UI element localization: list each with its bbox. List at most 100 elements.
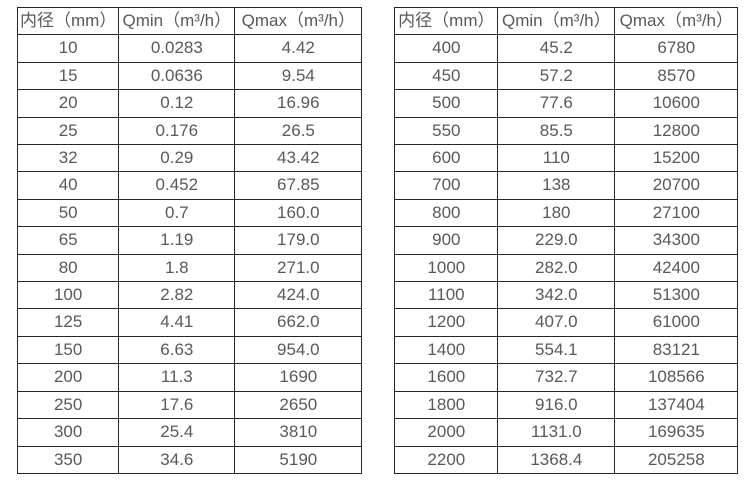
- table-cell: 1.19: [118, 226, 236, 255]
- table-cell: 20700: [614, 171, 739, 200]
- table-cell: 2650: [234, 390, 363, 420]
- table-cell: 2200: [394, 445, 499, 474]
- table-cell: 34.6: [118, 445, 236, 474]
- table-cell: 4.42: [234, 34, 363, 63]
- table-cell: 2.82: [118, 281, 236, 310]
- table-row: 1400 554.1 83121: [394, 335, 739, 365]
- table-cell: 27100: [614, 198, 739, 228]
- table-cell: 57.2: [497, 61, 616, 91]
- table-cell: 1368.4: [497, 445, 616, 474]
- table-row: 1600 732.7 108566: [394, 363, 739, 392]
- table-row: 80 1.8 271.0: [16, 253, 363, 283]
- table-row: 65 1.19 179.0: [16, 226, 363, 255]
- table-cell: 8570: [614, 61, 739, 91]
- table-cell: 6.63: [118, 335, 236, 365]
- table-cell: 34300: [614, 226, 739, 255]
- table-row: 600 110 15200: [394, 144, 739, 173]
- table-cell: 0.0636: [118, 61, 236, 91]
- table-row: 1100 342.0 51300: [394, 281, 739, 310]
- table-cell: 169635: [614, 418, 739, 447]
- table-cell: 424.0: [234, 281, 363, 310]
- table-cell: 1131.0: [497, 418, 616, 447]
- table-cell: 0.452: [118, 171, 236, 200]
- table-header-row: 内径（mm） Qmin（m³/h） Qmax（m³/h）: [394, 6, 739, 36]
- table-cell: 9.54: [234, 61, 363, 91]
- table-cell: 125: [16, 308, 120, 337]
- table-row: 350 34.6 5190: [16, 445, 363, 474]
- table-cell: 10600: [614, 89, 739, 118]
- table-row: 1000 282.0 42400: [394, 253, 739, 283]
- table-cell: 80: [16, 253, 120, 283]
- table-cell: 0.176: [118, 116, 236, 146]
- table-cell: 110: [497, 144, 616, 173]
- table-cell: 67.85: [234, 171, 363, 200]
- table-row: 32 0.29 43.42: [16, 144, 363, 173]
- table-cell: 11.3: [118, 363, 236, 392]
- table-cell: 229.0: [497, 226, 616, 255]
- table-cell: 180: [497, 198, 616, 228]
- table-row: 25 0.176 26.5: [16, 116, 363, 146]
- table-cell: 550: [394, 116, 499, 146]
- table-cell: 205258: [614, 445, 739, 474]
- table-row: 200 11.3 1690: [16, 363, 363, 392]
- table-cell: 40: [16, 171, 120, 200]
- table-row: 40 0.452 67.85: [16, 171, 363, 200]
- table-cell: 42400: [614, 253, 739, 283]
- table-cell: 350: [16, 445, 120, 474]
- table-row: 1200 407.0 61000: [394, 308, 739, 337]
- table-cell: 271.0: [234, 253, 363, 283]
- header-inner-diameter: 内径（mm）: [394, 6, 499, 36]
- table-row: 2000 1131.0 169635: [394, 418, 739, 447]
- table-row: 50 0.7 160.0: [16, 198, 363, 228]
- table-row: 10 0.0283 4.42: [16, 34, 363, 63]
- table-cell: 0.7: [118, 198, 236, 228]
- table-cell: 12800: [614, 116, 739, 146]
- table-cell: 10: [16, 34, 120, 63]
- table-cell: 26.5: [234, 116, 363, 146]
- table-cell: 916.0: [497, 390, 616, 420]
- table-cell: 61000: [614, 308, 739, 337]
- table-row: 550 85.5 12800: [394, 116, 739, 146]
- table-row: 20 0.12 16.96: [16, 89, 363, 118]
- table-cell: 1690: [234, 363, 363, 392]
- table-cell: 1600: [394, 363, 499, 392]
- table-cell: 300: [16, 418, 120, 447]
- header-inner-diameter: 内径（mm）: [16, 6, 120, 36]
- table-cell: 250: [16, 390, 120, 420]
- table-cell: 138: [497, 171, 616, 200]
- table-cell: 2000: [394, 418, 499, 447]
- table-cell: 900: [394, 226, 499, 255]
- table-cell: 5190: [234, 445, 363, 474]
- table-row: 1800 916.0 137404: [394, 390, 739, 420]
- table-cell: 43.42: [234, 144, 363, 173]
- table-cell: 1100: [394, 281, 499, 310]
- table-row: 700 138 20700: [394, 171, 739, 200]
- table-cell: 17.6: [118, 390, 236, 420]
- table-cell: 0.29: [118, 144, 236, 173]
- header-qmax: Qmax（m³/h）: [614, 6, 739, 36]
- table-cell: 15200: [614, 144, 739, 173]
- table-cell: 1200: [394, 308, 499, 337]
- table-cell: 3810: [234, 418, 363, 447]
- table-cell: 85.5: [497, 116, 616, 146]
- table-cell: 1000: [394, 253, 499, 283]
- table-cell: 554.1: [497, 335, 616, 365]
- table-cell: 65: [16, 226, 120, 255]
- header-qmin: Qmin（m³/h）: [497, 6, 616, 36]
- table-row: 400 45.2 6780: [394, 34, 739, 63]
- table-cell: 25.4: [118, 418, 236, 447]
- table-cell: 15: [16, 61, 120, 91]
- header-qmax: Qmax（m³/h）: [234, 6, 363, 36]
- table-cell: 179.0: [234, 226, 363, 255]
- table-row: 15 0.0636 9.54: [16, 61, 363, 91]
- table-row: 800 180 27100: [394, 198, 739, 228]
- table-cell: 200: [16, 363, 120, 392]
- table-cell: 25: [16, 116, 120, 146]
- flow-table-large-diameters: 内径（mm） Qmin（m³/h） Qmax（m³/h） 400 45.2 6780…: [394, 6, 739, 474]
- table-cell: 1.8: [118, 253, 236, 283]
- table-cell: 800: [394, 198, 499, 228]
- table-row: 450 57.2 8570: [394, 61, 739, 91]
- table-cell: 0.0283: [118, 34, 236, 63]
- table-cell: 32: [16, 144, 120, 173]
- table-row: 300 25.4 3810: [16, 418, 363, 447]
